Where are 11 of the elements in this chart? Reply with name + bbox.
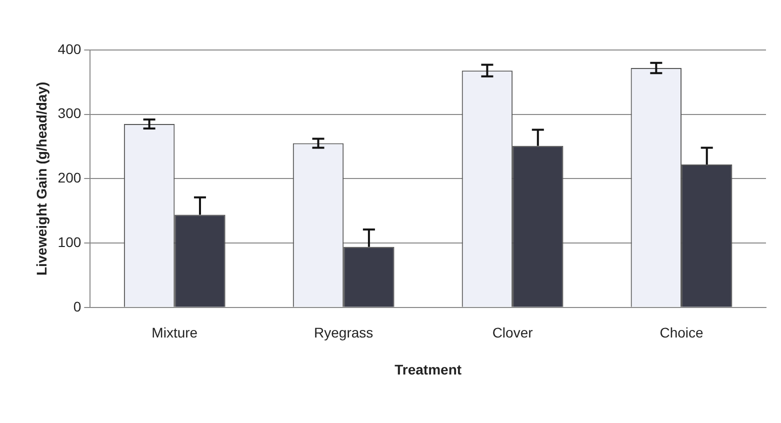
x-axis-title: Treatment <box>394 361 462 378</box>
y-tick-label: 400 <box>58 40 82 57</box>
y-tick-label: 100 <box>58 234 82 250</box>
y-tick-label: 300 <box>58 105 82 122</box>
x-tick-label: Ryegrass <box>314 324 374 341</box>
x-tick-label: Choice <box>660 324 704 341</box>
y-tick-label: 200 <box>58 170 82 186</box>
y-tick-label: 0 <box>73 298 82 314</box>
y-axis-title: Liveweight Gain (g/head/day) <box>33 82 50 276</box>
x-tick-label: Clover <box>492 324 534 341</box>
x-tick-label: Mixture <box>152 324 198 341</box>
